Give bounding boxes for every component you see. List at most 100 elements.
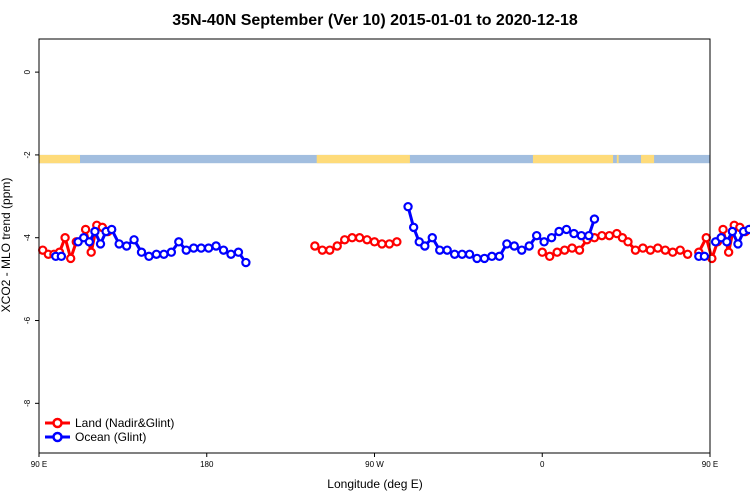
ocean-data-point (727, 226, 738, 237)
land-data-point (604, 230, 615, 241)
ocean-data-point (531, 230, 542, 241)
ocean-data-point (159, 249, 169, 259)
legend-ocean-label: Ocean (Glint) (75, 430, 146, 444)
ocean-data-point (494, 251, 505, 262)
ocean-data-point (472, 253, 482, 264)
land-data-point (332, 241, 342, 251)
ocean-data-point (569, 228, 579, 239)
ocean-data-point (129, 235, 139, 245)
land-data-point (701, 233, 711, 243)
x-tick-label: 90 W (365, 460, 384, 469)
ocean-data-point (151, 249, 162, 259)
ocean-data-point (699, 251, 710, 262)
ocean-data-point (435, 245, 445, 255)
x-tick-label: 0 (540, 460, 545, 469)
ocean-data-point (95, 239, 106, 249)
ocean-data-point (166, 247, 177, 257)
ocean-data-point (218, 245, 229, 255)
ocean-data-point (121, 241, 132, 251)
y-axis: 0 -2 -4 -6 -8 (23, 69, 39, 407)
ocean-data-point (561, 224, 572, 235)
ocean-data-point (233, 247, 244, 257)
ocean-data-point (464, 249, 475, 259)
land-data-point (317, 245, 328, 255)
land-data-point (310, 241, 320, 251)
land-data-point (377, 239, 387, 249)
land-data-point (645, 245, 656, 255)
ocean-data-point (203, 243, 214, 253)
land-mask-segment (532, 154, 614, 164)
land-data-point (80, 224, 91, 235)
x-axis: 90 E 180 90 W 0 90 E (31, 453, 718, 469)
ocean-data-point (584, 230, 594, 241)
ocean-data-point (502, 239, 512, 249)
land-data-point (86, 247, 96, 257)
ocean-data-point (744, 224, 750, 235)
land-data-point (638, 243, 648, 253)
land-data-point (347, 233, 357, 243)
ocean-data-point (144, 251, 154, 262)
y-tick-label: -8 (23, 399, 32, 407)
legend: Land (Nadir&Glint) Ocean (Glint) (45, 416, 174, 444)
land-mask-segment (616, 154, 619, 164)
ocean-data-point (539, 237, 549, 247)
land-data-point (660, 245, 670, 255)
land-data-point (682, 249, 693, 259)
land-data-point (339, 235, 350, 245)
ocean-data-point (84, 237, 95, 247)
land-mask-segment (641, 154, 655, 164)
land-ocean-mask (39, 154, 710, 164)
ocean-data-point (509, 241, 519, 251)
series-lines (38, 201, 750, 268)
land-data-point (362, 235, 372, 245)
ocean-data-point (524, 241, 534, 251)
land-data-point (60, 233, 70, 243)
land-data-point (552, 247, 562, 257)
land-data-point (630, 245, 641, 255)
ocean-data-point (427, 233, 437, 243)
legend-land-marker (52, 417, 63, 429)
ocean-data-point (241, 257, 251, 268)
ocean-data-point (189, 243, 199, 253)
ocean-data-point (442, 245, 452, 255)
ocean-data-point (136, 247, 147, 257)
y-tick-label: 0 (23, 69, 32, 74)
land-data-point (623, 237, 633, 247)
x-tick-label: 90 E (702, 460, 718, 469)
land-data-point (65, 253, 76, 264)
ocean-data-point (449, 249, 460, 259)
ocean-data-point (56, 251, 67, 262)
y-tick-label: -6 (23, 316, 32, 324)
ocean-data-point (479, 253, 490, 264)
land-data-point (718, 224, 728, 235)
ocean-data-point (420, 241, 430, 251)
land-mask-segment (39, 154, 81, 164)
ocean-data-point (90, 226, 100, 237)
x-tick-label: 180 (200, 460, 214, 469)
ocean-data-point (403, 201, 413, 212)
ocean-data-point (408, 222, 419, 233)
ocean-data-point (517, 245, 527, 255)
land-data-point (668, 247, 678, 257)
ocean-data-point (226, 249, 236, 259)
y-tick-label: -4 (23, 234, 32, 242)
ocean-data-point (106, 224, 117, 235)
ocean-data-point (733, 239, 743, 249)
land-data-point (653, 243, 663, 253)
land-data-point (675, 245, 685, 255)
land-data-point (597, 230, 607, 241)
ocean-data-point (196, 243, 206, 253)
legend-ocean-marker (52, 431, 63, 443)
land-data-point (384, 239, 395, 249)
ocean-data-point (576, 230, 587, 241)
land-data-point (537, 247, 547, 257)
ocean-data-point (114, 239, 124, 249)
ocean-data-point (181, 245, 191, 255)
ocean-data-point (546, 233, 557, 243)
y-tick-label: -2 (23, 151, 32, 159)
chart-title: 35N-40N September (Ver 10) 2015-01-01 to… (172, 12, 578, 29)
x-axis-label: Longitude (deg E) (327, 477, 422, 491)
land-data-point (369, 237, 380, 247)
land-mask-segment (316, 154, 410, 164)
